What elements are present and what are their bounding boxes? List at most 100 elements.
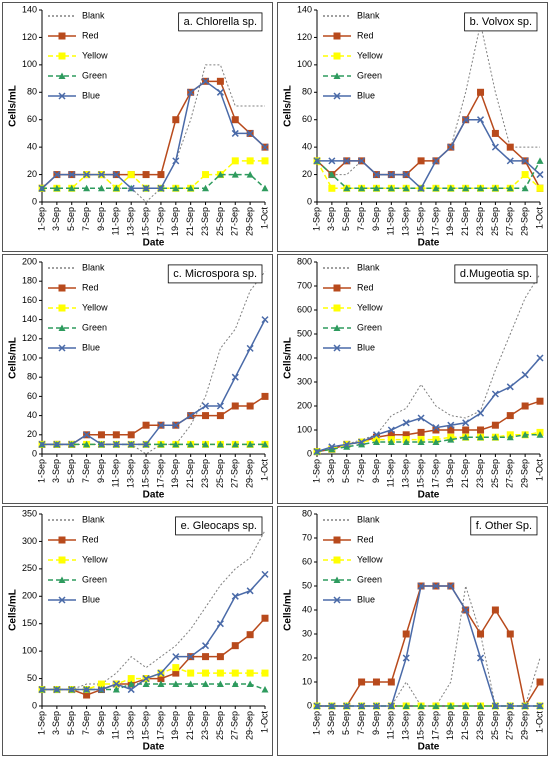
x-tick-label: 19-Sep	[445, 711, 455, 740]
chart-panel: 0 20 40 60 80 100 120 140 160 180 200 1-Sep 3-Sep 5-S…	[2, 254, 273, 504]
marker	[172, 116, 180, 124]
x-tick-label: 25-Sep	[215, 711, 225, 740]
x-tick-label: 1-Oct	[534, 711, 544, 734]
marker	[536, 702, 544, 710]
marker	[231, 402, 239, 410]
marker	[246, 344, 254, 352]
marker	[491, 433, 499, 441]
marker	[491, 143, 499, 151]
marker	[536, 431, 544, 438]
marker	[53, 440, 61, 448]
y-tick-label: 300	[22, 536, 37, 546]
x-tick-label: 3-Sep	[51, 459, 61, 483]
y-tick-label: 800	[297, 256, 312, 266]
marker	[187, 412, 195, 420]
marker	[172, 664, 180, 672]
x-tick-label: 21-Sep	[460, 711, 470, 740]
y-tick-label: 0	[307, 448, 312, 458]
y-tick-label: 60	[27, 391, 37, 401]
chart-title: d.Mugeotia sp.	[460, 268, 532, 280]
marker	[333, 52, 341, 60]
marker	[157, 171, 165, 179]
x-tick-label: 9-Sep	[96, 711, 106, 735]
x-tick-label: 27-Sep	[505, 711, 515, 740]
marker	[202, 653, 210, 661]
x-axis-title: Date	[418, 490, 440, 501]
marker	[491, 606, 499, 614]
x-tick-label: 29-Sep	[245, 459, 255, 488]
marker	[462, 184, 470, 192]
x-tick-label: 1-Sep	[311, 711, 321, 735]
marker	[343, 443, 351, 450]
x-tick-label: 9-Sep	[96, 459, 106, 483]
marker	[157, 184, 165, 192]
x-tick-label: 13-Sep	[126, 711, 136, 740]
x-tick-label: 15-Sep	[415, 711, 425, 740]
marker	[432, 184, 440, 192]
y-tick-label: 300	[297, 376, 312, 386]
title-box	[454, 264, 538, 284]
x-tick-label: 23-Sep	[200, 207, 210, 236]
marker	[491, 421, 499, 429]
legend-label: Blank	[82, 10, 105, 20]
marker	[506, 184, 514, 192]
y-tick-label: 500	[297, 328, 312, 338]
marker	[142, 440, 150, 448]
x-tick-label: 19-Sep	[170, 207, 180, 236]
marker	[417, 428, 425, 436]
marker	[462, 433, 470, 441]
y-tick-label: 10	[302, 676, 312, 686]
x-tick-label: 15-Sep	[140, 711, 150, 740]
panel-border	[2, 506, 273, 756]
y-tick-label: 100	[22, 59, 37, 69]
x-tick-label: 15-Sep	[140, 459, 150, 488]
x-tick-label: 13-Sep	[401, 711, 411, 740]
marker	[536, 354, 544, 362]
marker	[521, 171, 529, 179]
marker	[58, 324, 66, 331]
marker	[358, 157, 366, 165]
legend-label: Blue	[82, 594, 100, 604]
marker	[333, 536, 341, 544]
x-tick-label: 3-Sep	[326, 711, 336, 735]
chart-panel: 0 100 200 300 400 500 600 700 800 1-Sep 3-Sep 5-Sep…	[277, 254, 548, 504]
y-axis-title: Cells/mL	[283, 589, 294, 631]
legend-label: Green	[82, 574, 107, 584]
series-line	[316, 434, 540, 453]
x-tick-label: 5-Sep	[341, 711, 351, 735]
x-tick-label: 9-Sep	[96, 207, 106, 231]
y-tick-label: 0	[32, 448, 37, 458]
marker	[447, 421, 455, 429]
marker	[372, 438, 380, 445]
marker	[58, 344, 66, 352]
title-box	[464, 12, 538, 32]
x-tick-label: 1-Sep	[311, 207, 321, 231]
marker	[261, 392, 269, 400]
x-tick-label: 19-Sep	[170, 711, 180, 740]
marker	[477, 88, 485, 96]
marker	[83, 184, 91, 192]
marker	[38, 440, 46, 448]
marker	[216, 680, 224, 688]
x-tick-label: 1-Oct	[259, 459, 269, 482]
marker	[202, 642, 210, 650]
marker	[358, 678, 366, 686]
series-line	[42, 573, 266, 691]
y-tick-label: 250	[22, 563, 37, 573]
y-tick-label: 80	[27, 87, 37, 97]
legend-label: Yellow	[357, 302, 383, 312]
marker	[246, 402, 254, 410]
legend-label: Red	[82, 282, 99, 292]
marker	[491, 129, 499, 137]
y-tick-label: 50	[27, 673, 37, 683]
y-tick-label: 150	[22, 618, 37, 628]
marker	[417, 582, 425, 590]
marker	[477, 184, 485, 192]
legend-label: Red	[82, 534, 99, 544]
marker	[402, 171, 410, 179]
marker	[372, 702, 380, 710]
y-tick-label: 80	[27, 372, 37, 382]
y-tick-label: 200	[22, 591, 37, 601]
marker	[187, 669, 195, 677]
marker	[231, 440, 239, 448]
